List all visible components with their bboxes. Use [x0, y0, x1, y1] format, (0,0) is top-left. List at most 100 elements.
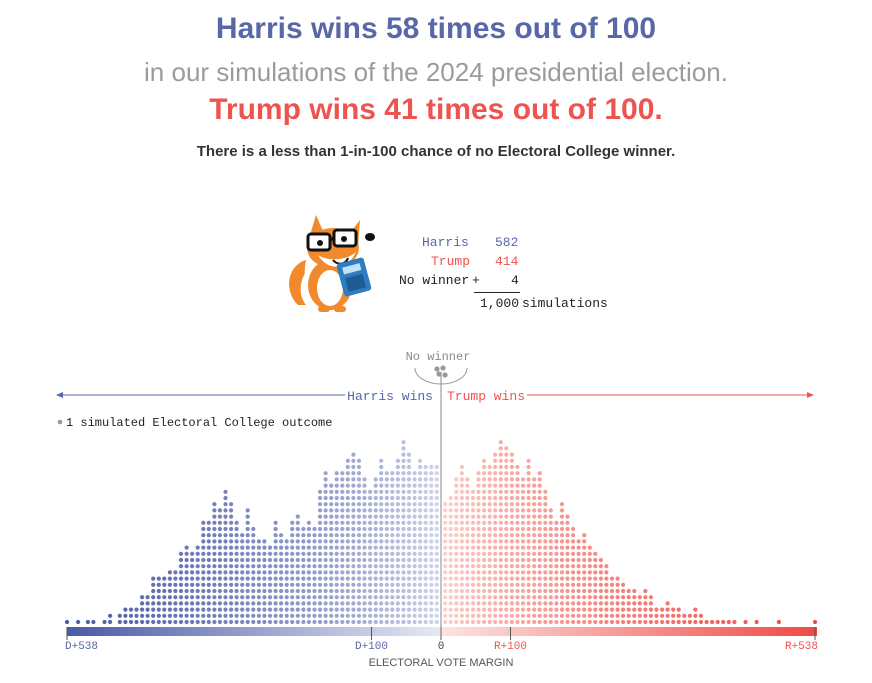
harris-outcome-dot — [184, 564, 189, 569]
trump-outcome-dot — [520, 570, 526, 575]
harris-outcome-dot — [406, 588, 412, 594]
trump-outcome-dot — [548, 576, 553, 581]
harris-outcome-dot — [212, 576, 217, 581]
harris-outcome-dot — [395, 458, 400, 463]
harris-outcome-dot — [384, 619, 389, 625]
trump-outcome-dot — [559, 564, 565, 569]
harris-outcome-dot — [212, 514, 217, 519]
trump-outcome-dot — [504, 576, 509, 581]
harris-outcome-dot — [356, 595, 362, 600]
harris-outcome-dot — [267, 576, 273, 581]
harris-outcome-dot — [85, 619, 90, 625]
trump-outcome-dot — [565, 619, 570, 625]
trump-outcome-dot — [571, 545, 576, 550]
trump-outcome-dot — [493, 601, 498, 606]
trump-outcome-dot — [665, 607, 670, 612]
trump-outcome-dot — [498, 545, 503, 550]
trump-outcome-dot — [643, 595, 648, 600]
harris-outcome-dot — [368, 508, 373, 513]
harris-outcome-dot — [279, 607, 284, 612]
trump-outcome-dot — [487, 619, 492, 625]
harris-outcome-dot — [429, 570, 434, 575]
trump-outcome-dot — [482, 533, 487, 538]
harris-outcome-dot — [362, 495, 367, 501]
harris-outcome-dot — [334, 588, 339, 594]
trump-outcome-dot — [493, 464, 498, 470]
trump-outcome-dot — [515, 495, 520, 501]
trump-outcome-dot — [476, 613, 481, 618]
harris-outcome-dot — [267, 613, 273, 618]
harris-outcome-dot — [223, 526, 228, 532]
trump-outcome-dot — [498, 539, 503, 544]
harris-outcome-dot — [279, 619, 284, 625]
trump-outcome-dot — [482, 557, 487, 563]
harris-outcome-dot — [323, 539, 328, 544]
harris-outcome-dot — [379, 619, 384, 625]
harris-outcome-dot — [345, 570, 350, 575]
harris-outcome-dot — [162, 601, 167, 606]
harris-outcome-dot — [140, 595, 145, 600]
harris-outcome-dot — [251, 613, 256, 618]
trump-outcome-dot — [454, 619, 459, 625]
trump-outcome-dot — [498, 588, 503, 594]
trump-outcome-dot — [487, 595, 492, 600]
harris-outcome-dot — [162, 607, 167, 612]
trump-outcome-dot — [754, 619, 759, 625]
trump-outcome-dot — [498, 471, 503, 476]
harris-outcome-dot — [184, 601, 189, 606]
harris-outcome-dot — [340, 502, 345, 507]
trump-outcome-dot — [676, 613, 681, 618]
harris-outcome-dot — [256, 595, 261, 600]
harris-outcome-dot — [395, 471, 400, 476]
harris-outcome-dot — [334, 477, 339, 482]
harris-outcome-dot — [429, 489, 434, 494]
harris-outcome-dot — [345, 483, 350, 488]
harris-outcome-dot — [395, 502, 400, 507]
harris-outcome-dot — [384, 595, 389, 600]
harris-outcome-dot — [290, 613, 295, 618]
harris-outcome-dot — [379, 557, 384, 563]
harris-outcome-dot — [323, 613, 328, 618]
harris-outcome-dot — [212, 619, 217, 625]
harris-outcome-dot — [190, 588, 195, 594]
trump-outcome-dot — [520, 601, 526, 606]
harris-outcome-dot — [167, 582, 172, 587]
trump-outcome-dot — [470, 545, 476, 550]
trump-outcome-dot — [454, 613, 459, 618]
harris-outcome-dot — [423, 619, 428, 625]
trump-outcome-dot — [648, 601, 654, 606]
trump-outcome-dot — [721, 619, 726, 625]
harris-outcome-dot — [195, 545, 200, 550]
harris-outcome-dot — [423, 582, 428, 587]
harris-outcome-dot — [190, 564, 195, 569]
harris-outcome-dot — [178, 557, 184, 563]
trump-outcome-dot — [520, 495, 526, 501]
harris-outcome-dot — [345, 539, 350, 544]
trump-outcome-dot — [604, 582, 609, 587]
harris-outcome-dot — [373, 588, 378, 594]
trump-outcome-dot — [498, 458, 503, 463]
harris-outcome-dot — [340, 557, 345, 563]
harris-outcome-dot — [356, 471, 362, 476]
harris-outcome-dot — [184, 570, 189, 575]
trump-outcome-dot — [470, 539, 476, 544]
harris-outcome-dot — [429, 508, 434, 513]
trump-outcome-dot — [632, 607, 637, 612]
harris-outcome-dot — [368, 564, 373, 569]
harris-outcome-dot — [256, 570, 261, 575]
harris-outcome-dot — [284, 545, 289, 550]
trump-outcome-dot — [493, 520, 498, 525]
harris-outcome-dot — [434, 502, 439, 507]
trump-outcome-dot — [526, 508, 531, 513]
harris-outcome-dot — [423, 557, 428, 563]
harris-outcome-dot — [301, 526, 306, 532]
harris-outcome-dot — [368, 551, 373, 556]
harris-outcome-dot — [306, 570, 311, 575]
trump-outcome-dot — [498, 526, 503, 532]
trump-outcome-dot — [487, 564, 492, 569]
trump-outcome-dot — [487, 514, 492, 519]
harris-outcome-dot — [184, 582, 189, 587]
harris-outcome-dot — [406, 477, 412, 482]
harris-outcome-dot — [317, 502, 323, 507]
harris-outcome-dot — [323, 551, 328, 556]
